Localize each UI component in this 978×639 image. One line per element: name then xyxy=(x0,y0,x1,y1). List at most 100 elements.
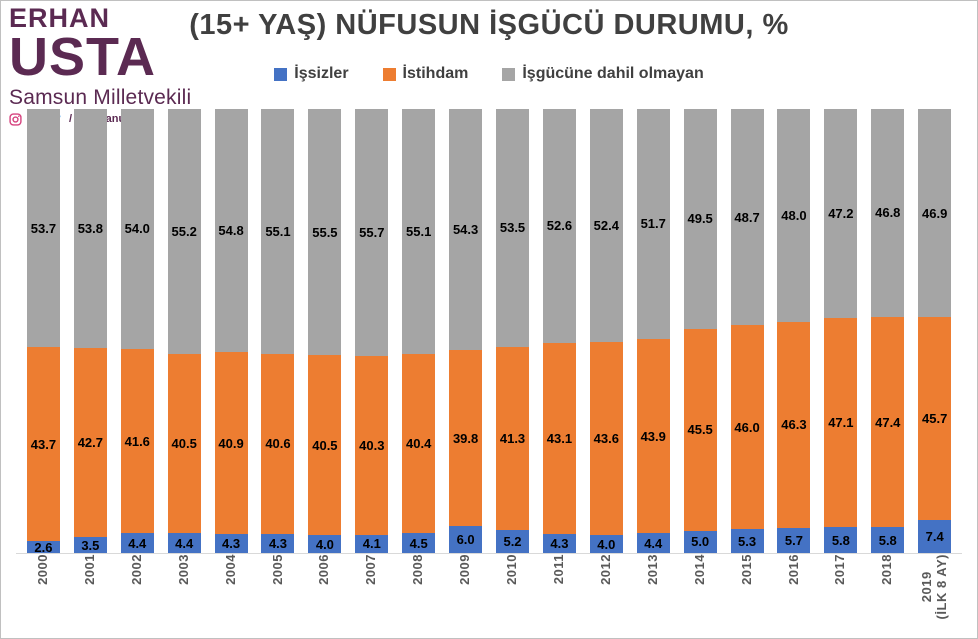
bar-segment: 53.5 xyxy=(496,109,530,347)
bar-segment: 40.3 xyxy=(355,355,389,535)
x-axis-label-cell: 2016 xyxy=(771,554,818,638)
bar-segment: 4.3 xyxy=(261,533,295,553)
bar-segment: 40.5 xyxy=(167,353,201,534)
data-label: 40.6 xyxy=(265,436,291,452)
logo-name-usta: USTA xyxy=(9,27,156,87)
bar-segment: 46.0 xyxy=(730,325,764,530)
data-label: 4.1 xyxy=(362,536,381,552)
bar-segment: 52.6 xyxy=(542,109,576,343)
x-axis-label-cell: 2010 xyxy=(489,554,536,638)
bar-segment: 40.5 xyxy=(308,355,342,536)
data-label: 46.0 xyxy=(734,419,760,435)
data-label: 3.5 xyxy=(81,537,100,553)
data-label: 47.4 xyxy=(875,414,901,430)
bar-segment: 4.5 xyxy=(402,533,436,553)
x-axis-label-cell: 2011 xyxy=(536,554,583,638)
bar-segment: 43.7 xyxy=(26,347,60,542)
x-axis-label-cell: 2009 xyxy=(442,554,489,638)
stacked-bar: 46.9 45.7 7.4 xyxy=(918,109,952,553)
x-axis-label-cell: 2001 xyxy=(67,554,114,638)
data-label: 45.5 xyxy=(687,422,713,438)
bar-segment: 54.8 xyxy=(214,109,248,353)
x-axis-label: 2008 xyxy=(410,554,426,585)
bar-segment: 7.4 xyxy=(918,520,952,553)
bar-segment: 54.3 xyxy=(449,108,483,350)
x-axis-label-cell: 2002 xyxy=(114,554,161,638)
bar-segment: 41.3 xyxy=(496,346,530,530)
bar-column: 46.8 47.4 5.8 xyxy=(864,109,911,553)
data-label: 52.4 xyxy=(593,217,619,233)
bars-row: 53.7 43.7 2.6 53.8 42.7 3.5 54.0 41.6 4.4 55.2 40.… xyxy=(20,108,958,555)
bar-segment: 40.6 xyxy=(261,353,295,534)
data-label: 4.4 xyxy=(128,535,147,551)
data-label: 40.3 xyxy=(359,437,385,453)
bar-column: 53.5 41.3 5.2 xyxy=(489,109,536,553)
bar-column: 55.7 40.3 4.1 xyxy=(348,108,395,553)
bar-column: 55.1 40.6 4.3 xyxy=(255,109,302,553)
bar-column: 53.8 42.7 3.5 xyxy=(67,109,114,553)
bar-segment: 55.5 xyxy=(308,109,342,356)
bar-segment: 4.0 xyxy=(308,535,342,553)
x-axis-label-cell: 2003 xyxy=(161,554,208,638)
data-label: 49.5 xyxy=(687,211,713,227)
bar-segment: 43.6 xyxy=(589,341,623,536)
bar-segment: 4.4 xyxy=(120,533,154,553)
stacked-bar: 46.8 47.4 5.8 xyxy=(871,109,905,553)
x-axis-label-cell: 2006 xyxy=(301,554,348,638)
bar-segment: 4.4 xyxy=(636,533,670,553)
data-label: 2.6 xyxy=(34,539,53,555)
x-axis-label: 2017 xyxy=(832,554,848,585)
stacked-bar: 54.8 40.9 4.3 xyxy=(214,109,248,553)
x-axis-label-cell: 2013 xyxy=(630,554,677,638)
data-label: 40.5 xyxy=(171,436,197,452)
data-label: 55.1 xyxy=(406,223,432,239)
bar-column: 55.1 40.4 4.5 xyxy=(395,109,442,553)
bar-segment: 47.2 xyxy=(824,108,858,319)
bar-column: 54.3 39.8 6.0 xyxy=(442,108,489,553)
stacked-bar: 47.2 47.1 5.8 xyxy=(824,108,858,553)
bar-segment: 47.4 xyxy=(871,316,905,528)
instagram-icon xyxy=(9,113,22,126)
chart-title: (15+ YAŞ) NÜFUSUN İŞGÜCÜ DURUMU, % xyxy=(189,9,789,41)
bar-segment: 5.2 xyxy=(496,529,530,553)
x-axis-label: 2003 xyxy=(175,554,191,585)
data-label: 53.5 xyxy=(499,220,526,236)
data-label: 39.8 xyxy=(452,430,479,446)
stacked-bar: 54.3 39.8 6.0 xyxy=(449,108,483,553)
stacked-bar: 52.4 43.6 4.0 xyxy=(589,109,623,553)
data-label: 43.9 xyxy=(640,428,666,444)
data-label: 5.8 xyxy=(831,532,850,548)
stacked-bar: 55.2 40.5 4.4 xyxy=(167,108,201,553)
data-label: 53.7 xyxy=(30,220,57,236)
bar-column: 48.7 46.0 5.3 xyxy=(724,109,771,553)
data-label: 48.7 xyxy=(734,209,760,225)
bar-segment: 53.7 xyxy=(26,109,60,348)
bar-segment: 49.5 xyxy=(683,109,717,329)
data-label: 4.3 xyxy=(268,535,288,551)
x-axis-label: 2016 xyxy=(785,554,801,585)
bar-segment: 2.6 xyxy=(26,539,60,555)
bar-segment: 5.8 xyxy=(824,527,858,553)
data-label: 4.3 xyxy=(222,535,241,551)
legend-label: İşgücüne dahil olmayan xyxy=(522,65,704,82)
data-label: 53.8 xyxy=(77,220,104,236)
data-label: 43.1 xyxy=(546,430,573,446)
data-label: 54.0 xyxy=(124,221,150,237)
logo-name-erhan: ERHAN xyxy=(9,3,111,33)
header: ERHAN USTA Samsun Milletvekili f xyxy=(1,1,977,126)
stacked-bar: 52.6 43.1 4.3 xyxy=(542,109,576,553)
data-label: 5.7 xyxy=(784,532,803,548)
bar-segment: 4.3 xyxy=(214,533,248,553)
x-axis-label: 2011 xyxy=(551,554,566,585)
bar-segment: 48.0 xyxy=(777,109,811,323)
data-label: 43.7 xyxy=(30,436,57,452)
x-axis-label: 2001 xyxy=(81,554,97,585)
x-axis-label: 2002 xyxy=(128,554,144,585)
x-axis-label: 2018 xyxy=(879,554,895,585)
x-axis-labels: 2000 2001 2002 2003 2004 2005 2006 2007 2008 2009… xyxy=(20,554,958,638)
x-axis-line xyxy=(16,553,962,554)
data-label: 54.3 xyxy=(452,221,479,237)
data-label: 55.1 xyxy=(265,223,291,239)
stacked-bar: 53.5 41.3 5.2 xyxy=(496,109,530,553)
x-axis-label: 2014 xyxy=(691,554,707,585)
